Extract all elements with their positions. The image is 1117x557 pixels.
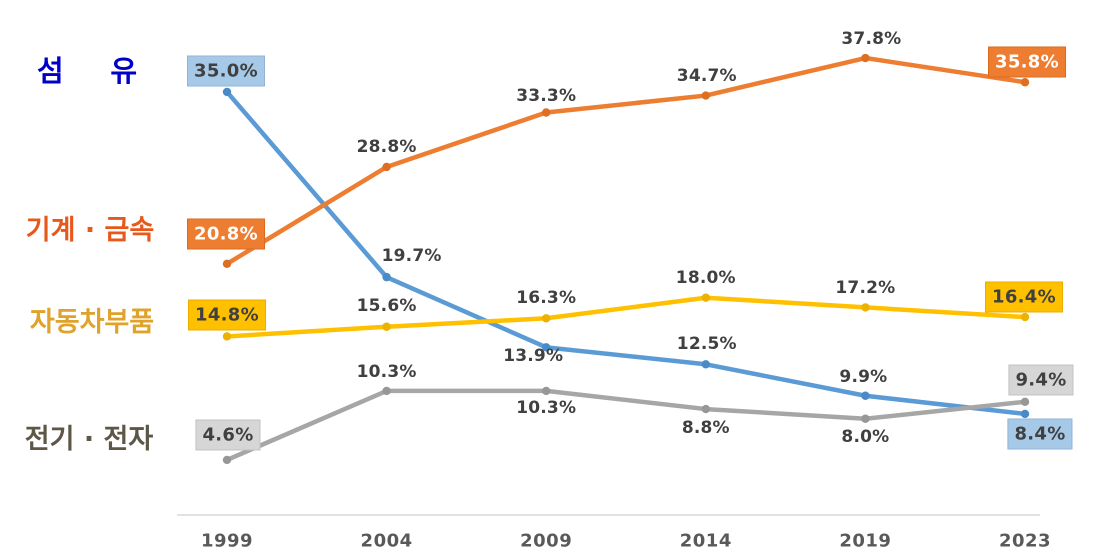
series-1-marker-2 bbox=[542, 108, 551, 117]
series-3-marker-0 bbox=[222, 455, 232, 465]
series-0-marker-0 bbox=[222, 87, 232, 97]
x-axis-tick-label: 1999 bbox=[200, 530, 254, 552]
data-label: 9.9% bbox=[839, 366, 888, 387]
series-line-0 bbox=[224, 89, 1028, 417]
series-label-char: 유 bbox=[110, 54, 137, 89]
series-2-marker-3 bbox=[701, 293, 710, 302]
series-0-marker-2 bbox=[542, 343, 551, 352]
data-label: 12.5% bbox=[676, 334, 737, 355]
data-label: 19.7% bbox=[381, 246, 442, 267]
series-2-marker-4 bbox=[861, 303, 870, 312]
data-label: 17.2% bbox=[835, 278, 896, 299]
data-label-box: 8.4% bbox=[1007, 418, 1073, 450]
series-3-marker-1 bbox=[382, 386, 391, 396]
series-1-marker-0 bbox=[222, 259, 232, 269]
data-label: 33.3% bbox=[516, 85, 577, 106]
data-label: 28.8% bbox=[356, 136, 417, 157]
x-axis-tick-label: 2023 bbox=[998, 530, 1052, 552]
x-axis-tick-label: 2019 bbox=[839, 530, 892, 552]
data-label-box: 9.4% bbox=[1008, 364, 1074, 396]
data-label-box: 35.0% bbox=[187, 55, 265, 87]
series-1-marker-4 bbox=[861, 53, 870, 63]
data-label-box: 16.4% bbox=[985, 281, 1063, 313]
series-line-3 bbox=[224, 388, 1028, 463]
series-0-marker-3 bbox=[701, 360, 710, 369]
data-label: 34.7% bbox=[676, 65, 737, 86]
series-2-marker-5 bbox=[1020, 312, 1030, 322]
data-label-box: 4.6% bbox=[195, 419, 261, 451]
series-0-marker-1 bbox=[382, 272, 391, 282]
series-2-marker-1 bbox=[382, 322, 391, 331]
data-label-box: 35.8% bbox=[988, 46, 1066, 78]
series-1-marker-5 bbox=[1020, 78, 1030, 87]
series-line-1 bbox=[224, 55, 1028, 267]
data-label-box: 20.8% bbox=[187, 218, 265, 250]
data-label: 37.8% bbox=[841, 29, 902, 50]
series-0-marker-5 bbox=[1020, 409, 1030, 419]
data-label: 8.0% bbox=[841, 426, 890, 447]
data-label: 10.3% bbox=[516, 397, 577, 418]
data-label-box: 14.8% bbox=[188, 299, 266, 331]
series-label-2: 자동차부품 bbox=[29, 307, 155, 339]
series-1-marker-1 bbox=[382, 162, 391, 172]
data-label: 8.8% bbox=[681, 418, 730, 439]
series-label-1: 기계 · 금속 bbox=[25, 215, 155, 247]
data-label: 13.9% bbox=[503, 346, 564, 367]
x-axis-tick-label: 2004 bbox=[360, 530, 413, 552]
series-line-2 bbox=[224, 295, 1028, 339]
x-axis-tick-label: 2009 bbox=[520, 530, 573, 552]
series-3-marker-3 bbox=[701, 404, 710, 414]
data-label: 10.3% bbox=[356, 361, 417, 382]
series-label-3: 전기 · 전자 bbox=[24, 424, 154, 456]
series-2-marker-2 bbox=[542, 314, 551, 323]
series-3-marker-2 bbox=[542, 386, 551, 396]
series-3-marker-4 bbox=[861, 414, 870, 423]
data-label: 16.3% bbox=[516, 288, 577, 309]
x-axis-tick-label: 2014 bbox=[679, 530, 732, 552]
series-0-marker-4 bbox=[861, 391, 870, 400]
series-2-marker-0 bbox=[222, 332, 232, 341]
data-label: 15.6% bbox=[356, 295, 417, 316]
series-1-marker-3 bbox=[701, 91, 710, 100]
series-label-char: 섬 bbox=[37, 54, 64, 89]
series-3-marker-5 bbox=[1020, 397, 1030, 407]
data-label: 18.0% bbox=[675, 267, 736, 288]
